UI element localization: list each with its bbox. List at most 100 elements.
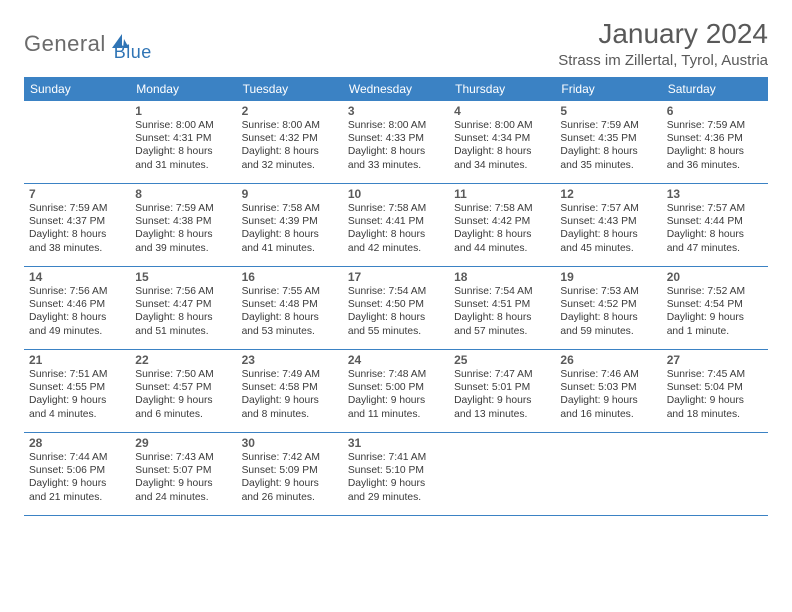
daylight-text: Daylight: 9 hours and 21 minutes.: [29, 477, 125, 503]
day-info: Sunrise: 7:56 AMSunset: 4:47 PMDaylight:…: [135, 285, 231, 338]
day-cell: [662, 433, 768, 515]
daylight-text: Daylight: 9 hours and 11 minutes.: [348, 394, 444, 420]
day-cell: 26Sunrise: 7:46 AMSunset: 5:03 PMDayligh…: [555, 350, 661, 432]
weeks-container: 1Sunrise: 8:00 AMSunset: 4:31 PMDaylight…: [24, 101, 768, 516]
day-info: Sunrise: 7:46 AMSunset: 5:03 PMDaylight:…: [560, 368, 656, 421]
day-number: 27: [667, 353, 763, 367]
sunrise-text: Sunrise: 8:00 AM: [242, 119, 338, 132]
day-info: Sunrise: 7:41 AMSunset: 5:10 PMDaylight:…: [348, 451, 444, 504]
sunrise-text: Sunrise: 7:57 AM: [667, 202, 763, 215]
sunrise-text: Sunrise: 7:53 AM: [560, 285, 656, 298]
day-cell: 25Sunrise: 7:47 AMSunset: 5:01 PMDayligh…: [449, 350, 555, 432]
sunset-text: Sunset: 4:44 PM: [667, 215, 763, 228]
sunset-text: Sunset: 4:35 PM: [560, 132, 656, 145]
sunrise-text: Sunrise: 7:50 AM: [135, 368, 231, 381]
day-info: Sunrise: 8:00 AMSunset: 4:31 PMDaylight:…: [135, 119, 231, 172]
daylight-text: Daylight: 8 hours and 42 minutes.: [348, 228, 444, 254]
sunrise-text: Sunrise: 7:57 AM: [560, 202, 656, 215]
title-block: January 2024 Strass im Zillertal, Tyrol,…: [558, 18, 768, 69]
sunset-text: Sunset: 4:48 PM: [242, 298, 338, 311]
sunset-text: Sunset: 4:37 PM: [29, 215, 125, 228]
daylight-text: Daylight: 8 hours and 34 minutes.: [454, 145, 550, 171]
sunrise-text: Sunrise: 7:54 AM: [348, 285, 444, 298]
sunset-text: Sunset: 5:04 PM: [667, 381, 763, 394]
sunrise-text: Sunrise: 7:58 AM: [242, 202, 338, 215]
day-number: 25: [454, 353, 550, 367]
sunset-text: Sunset: 4:41 PM: [348, 215, 444, 228]
day-number: 31: [348, 436, 444, 450]
sunrise-text: Sunrise: 7:55 AM: [242, 285, 338, 298]
daylight-text: Daylight: 8 hours and 51 minutes.: [135, 311, 231, 337]
logo-text-blue: Blue: [114, 42, 152, 63]
day-number: 13: [667, 187, 763, 201]
day-cell: 20Sunrise: 7:52 AMSunset: 4:54 PMDayligh…: [662, 267, 768, 349]
daylight-text: Daylight: 8 hours and 32 minutes.: [242, 145, 338, 171]
daylight-text: Daylight: 8 hours and 55 minutes.: [348, 311, 444, 337]
daylight-text: Daylight: 8 hours and 57 minutes.: [454, 311, 550, 337]
day-number: 16: [242, 270, 338, 284]
daylight-text: Daylight: 9 hours and 18 minutes.: [667, 394, 763, 420]
day-cell: 23Sunrise: 7:49 AMSunset: 4:58 PMDayligh…: [237, 350, 343, 432]
dow-sunday: Sunday: [24, 77, 130, 101]
week-row: 14Sunrise: 7:56 AMSunset: 4:46 PMDayligh…: [24, 267, 768, 350]
day-cell: 12Sunrise: 7:57 AMSunset: 4:43 PMDayligh…: [555, 184, 661, 266]
day-info: Sunrise: 8:00 AMSunset: 4:33 PMDaylight:…: [348, 119, 444, 172]
day-number: 30: [242, 436, 338, 450]
location-text: Strass im Zillertal, Tyrol, Austria: [558, 52, 768, 69]
day-number: 28: [29, 436, 125, 450]
day-number: 20: [667, 270, 763, 284]
day-number: 17: [348, 270, 444, 284]
day-info: Sunrise: 7:42 AMSunset: 5:09 PMDaylight:…: [242, 451, 338, 504]
sunset-text: Sunset: 4:31 PM: [135, 132, 231, 145]
day-cell: 29Sunrise: 7:43 AMSunset: 5:07 PMDayligh…: [130, 433, 236, 515]
day-info: Sunrise: 8:00 AMSunset: 4:34 PMDaylight:…: [454, 119, 550, 172]
daylight-text: Daylight: 8 hours and 53 minutes.: [242, 311, 338, 337]
day-cell: 13Sunrise: 7:57 AMSunset: 4:44 PMDayligh…: [662, 184, 768, 266]
sunrise-text: Sunrise: 7:56 AM: [29, 285, 125, 298]
day-info: Sunrise: 8:00 AMSunset: 4:32 PMDaylight:…: [242, 119, 338, 172]
sunrise-text: Sunrise: 7:58 AM: [348, 202, 444, 215]
day-cell: 11Sunrise: 7:58 AMSunset: 4:42 PMDayligh…: [449, 184, 555, 266]
day-info: Sunrise: 7:58 AMSunset: 4:41 PMDaylight:…: [348, 202, 444, 255]
week-row: 1Sunrise: 8:00 AMSunset: 4:31 PMDaylight…: [24, 101, 768, 184]
week-row: 28Sunrise: 7:44 AMSunset: 5:06 PMDayligh…: [24, 433, 768, 516]
day-info: Sunrise: 7:57 AMSunset: 4:43 PMDaylight:…: [560, 202, 656, 255]
logo: General Blue: [24, 24, 152, 63]
day-cell: 4Sunrise: 8:00 AMSunset: 4:34 PMDaylight…: [449, 101, 555, 183]
sunrise-text: Sunrise: 7:59 AM: [560, 119, 656, 132]
day-info: Sunrise: 7:59 AMSunset: 4:37 PMDaylight:…: [29, 202, 125, 255]
week-row: 21Sunrise: 7:51 AMSunset: 4:55 PMDayligh…: [24, 350, 768, 433]
daylight-text: Daylight: 9 hours and 8 minutes.: [242, 394, 338, 420]
calendar: Sunday Monday Tuesday Wednesday Thursday…: [24, 77, 768, 516]
daylight-text: Daylight: 8 hours and 44 minutes.: [454, 228, 550, 254]
sunrise-text: Sunrise: 7:48 AM: [348, 368, 444, 381]
day-cell: 2Sunrise: 8:00 AMSunset: 4:32 PMDaylight…: [237, 101, 343, 183]
day-number: 8: [135, 187, 231, 201]
day-info: Sunrise: 7:53 AMSunset: 4:52 PMDaylight:…: [560, 285, 656, 338]
sunrise-text: Sunrise: 7:44 AM: [29, 451, 125, 464]
daylight-text: Daylight: 8 hours and 35 minutes.: [560, 145, 656, 171]
day-cell: 22Sunrise: 7:50 AMSunset: 4:57 PMDayligh…: [130, 350, 236, 432]
day-cell: 1Sunrise: 8:00 AMSunset: 4:31 PMDaylight…: [130, 101, 236, 183]
day-number: 2: [242, 104, 338, 118]
dow-friday: Friday: [555, 77, 661, 101]
daylight-text: Daylight: 9 hours and 29 minutes.: [348, 477, 444, 503]
day-cell: 19Sunrise: 7:53 AMSunset: 4:52 PMDayligh…: [555, 267, 661, 349]
day-info: Sunrise: 7:44 AMSunset: 5:06 PMDaylight:…: [29, 451, 125, 504]
daylight-text: Daylight: 8 hours and 39 minutes.: [135, 228, 231, 254]
day-number: 9: [242, 187, 338, 201]
sunset-text: Sunset: 4:54 PM: [667, 298, 763, 311]
sunset-text: Sunset: 4:36 PM: [667, 132, 763, 145]
sunset-text: Sunset: 5:01 PM: [454, 381, 550, 394]
day-cell: 10Sunrise: 7:58 AMSunset: 4:41 PMDayligh…: [343, 184, 449, 266]
sunrise-text: Sunrise: 8:00 AM: [348, 119, 444, 132]
day-number: 26: [560, 353, 656, 367]
sunset-text: Sunset: 5:07 PM: [135, 464, 231, 477]
dow-header-row: Sunday Monday Tuesday Wednesday Thursday…: [24, 77, 768, 101]
sunset-text: Sunset: 4:51 PM: [454, 298, 550, 311]
sunrise-text: Sunrise: 7:58 AM: [454, 202, 550, 215]
sunset-text: Sunset: 4:50 PM: [348, 298, 444, 311]
day-info: Sunrise: 7:56 AMSunset: 4:46 PMDaylight:…: [29, 285, 125, 338]
day-cell: 15Sunrise: 7:56 AMSunset: 4:47 PMDayligh…: [130, 267, 236, 349]
day-number: 22: [135, 353, 231, 367]
